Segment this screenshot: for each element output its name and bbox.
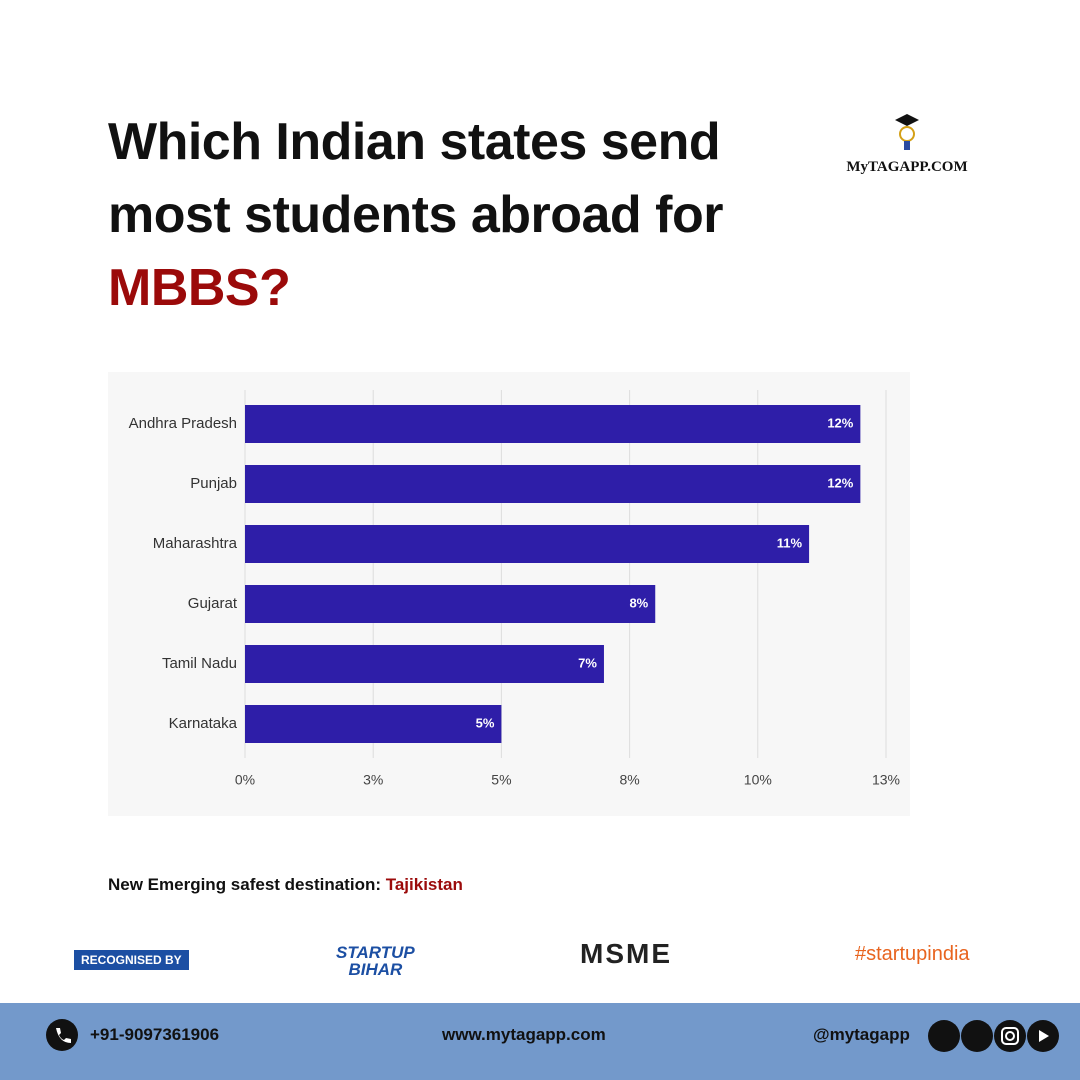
bar bbox=[245, 645, 604, 683]
x-tick-label: 0% bbox=[235, 772, 255, 788]
y-tick-label: Tamil Nadu bbox=[162, 655, 237, 672]
y-tick-label: Punjab bbox=[190, 475, 237, 492]
recognised-label: RECOGNISED BY bbox=[74, 950, 189, 970]
x-tick-label: 5% bbox=[491, 772, 511, 788]
logo-text: BIHAR bbox=[348, 960, 403, 979]
y-tick-label: Gujarat bbox=[188, 595, 238, 612]
website: www.mytagapp.com bbox=[442, 1025, 606, 1044]
value-label: 5% bbox=[476, 715, 495, 730]
bar bbox=[245, 525, 810, 563]
title-line: most students abroad for bbox=[108, 186, 723, 244]
y-tick-label: Maharashtra bbox=[153, 535, 238, 552]
x-tick-label: 10% bbox=[744, 772, 772, 788]
logo-text: STARTUP bbox=[336, 943, 415, 962]
bar bbox=[245, 585, 656, 623]
phone-icon bbox=[46, 1019, 78, 1051]
msme-logo: MSME bbox=[580, 938, 672, 969]
note-highlight: Tajikistan bbox=[385, 875, 463, 894]
startupindia-logo: #startupindia bbox=[855, 943, 970, 965]
value-label: 12% bbox=[827, 415, 853, 430]
note: New Emerging safest destination: Tajikis… bbox=[108, 875, 463, 895]
note-text: New Emerging safest destination: bbox=[108, 875, 381, 894]
logo: MyTAGAPP.COM bbox=[842, 112, 972, 176]
value-label: 8% bbox=[629, 595, 648, 610]
title: Which Indian states send most students a… bbox=[108, 106, 723, 325]
phone: +91-9097361906 bbox=[90, 1025, 220, 1044]
handle: @mytagapp bbox=[813, 1025, 910, 1044]
value-label: 7% bbox=[578, 655, 597, 670]
logo-name: MyTAGAPP.COM bbox=[846, 159, 968, 175]
y-tick-label: Andhra Pradesh bbox=[129, 415, 237, 432]
bar bbox=[245, 705, 502, 743]
bar bbox=[245, 405, 861, 443]
x-tick-label: 3% bbox=[363, 772, 383, 788]
social-icons[interactable] bbox=[927, 1019, 1061, 1053]
footer bbox=[0, 1003, 1080, 1080]
y-tick-label: Karnataka bbox=[169, 715, 238, 732]
title-line: Which Indian states send bbox=[108, 113, 721, 171]
logo-icon bbox=[895, 114, 919, 150]
x-tick-label: 13% bbox=[872, 772, 900, 788]
title-highlight: MBBS? bbox=[108, 259, 291, 317]
value-label: 12% bbox=[827, 475, 853, 490]
value-label: 11% bbox=[777, 535, 803, 550]
chart: 0% 3% 5% 8% 10% 13% Andhra Pradesh 12% Punjab 12%… bbox=[108, 372, 910, 816]
bar bbox=[245, 465, 861, 503]
x-tick-label: 8% bbox=[619, 772, 639, 788]
startup-bihar-logo: STARTUP BIHAR bbox=[336, 944, 415, 978]
